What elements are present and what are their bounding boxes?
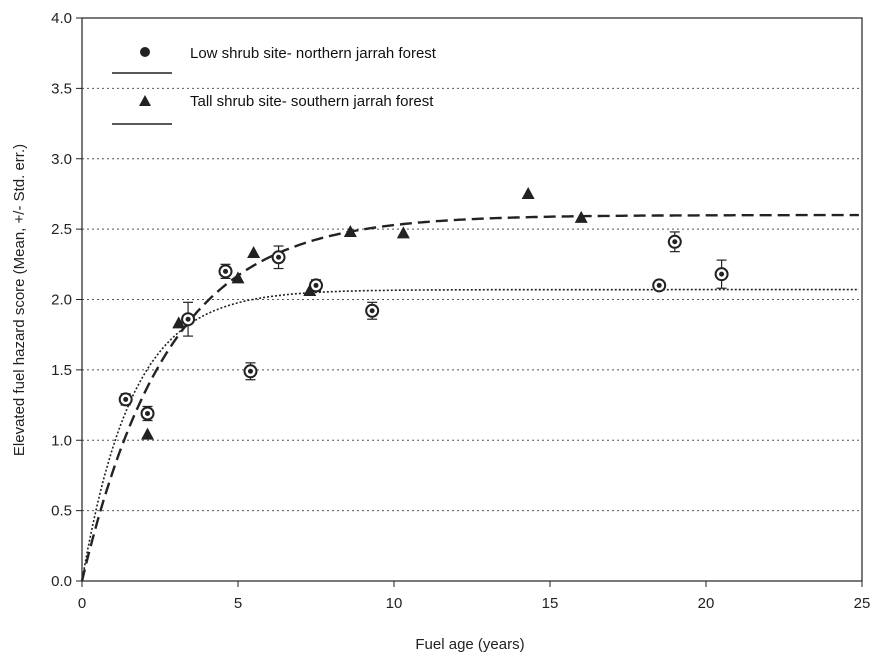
data-point-tall-shrub: [521, 186, 535, 199]
y-tick-label: 2.5: [51, 221, 72, 238]
data-point-low-shrub-center: [719, 271, 725, 277]
y-tick-label: 1.0: [51, 432, 72, 449]
x-tick-label: 10: [386, 595, 403, 612]
legend-triangle-marker: [139, 95, 151, 106]
axis-ticks: 0.0 0.5 1.0 1.5 2.0 2.5 3.0 3.5 4.0 0 5 10 15 20 25: [51, 10, 870, 612]
data-point-low-shrub-center: [276, 254, 282, 260]
data-point-tall-shrub: [141, 427, 155, 440]
x-tick-label: 0: [78, 595, 86, 612]
data-point-tall-shrub: [343, 224, 357, 237]
data-point-low-shrub-center: [223, 268, 229, 274]
data-point-low-shrub-center: [145, 411, 151, 417]
y-tick-label: 1.5: [51, 362, 72, 379]
legend-label-tall-shrub: Tall shrub site- southern jarrah forest: [190, 93, 434, 110]
data-point-low-shrub-center: [247, 368, 253, 374]
x-tick-label: 5: [234, 595, 242, 612]
legend-label-low-shrub: Low shrub site- northern jarrah forest: [190, 45, 437, 62]
data-point-low-shrub-center: [313, 282, 319, 288]
y-tick-label: 4.0: [51, 10, 72, 27]
data-point-low-shrub-center: [369, 308, 375, 314]
y-tick-label: 0.5: [51, 503, 72, 520]
data-point-tall-shrub: [247, 246, 261, 259]
y-tick-label: 3.0: [51, 151, 72, 168]
data-point-tall-shrub: [396, 226, 410, 239]
legend-circle-marker: [140, 47, 150, 57]
x-axis-title: Fuel age (years): [415, 636, 524, 653]
fit-curve-tall-shrub: [80, 213, 859, 582]
y-tick-label: 3.5: [51, 80, 72, 97]
data-point-low-shrub-center: [123, 396, 129, 402]
data-point-tall-shrub: [303, 284, 317, 297]
legend: Low shrub site- northern jarrah forest T…: [112, 45, 437, 125]
data-point-tall-shrub: [574, 210, 588, 223]
fit-curves: [80, 213, 859, 582]
x-tick-label: 25: [854, 595, 871, 612]
y-tick-label: 2.0: [51, 292, 72, 309]
gridlines: [82, 87, 862, 512]
y-tick-label: 0.0: [51, 573, 72, 590]
x-tick-label: 20: [698, 595, 715, 612]
data-point-low-shrub-center: [672, 239, 678, 245]
data-point-tall-shrub: [172, 316, 186, 329]
data-point-tall-shrub: [231, 271, 245, 284]
data-point-low-shrub-center: [185, 316, 191, 322]
y-axis-title: Elevated fuel hazard score (Mean, +/- St…: [11, 144, 28, 456]
data-point-low-shrub-center: [656, 282, 662, 288]
x-tick-label: 15: [542, 595, 559, 612]
data-points: [118, 186, 729, 440]
